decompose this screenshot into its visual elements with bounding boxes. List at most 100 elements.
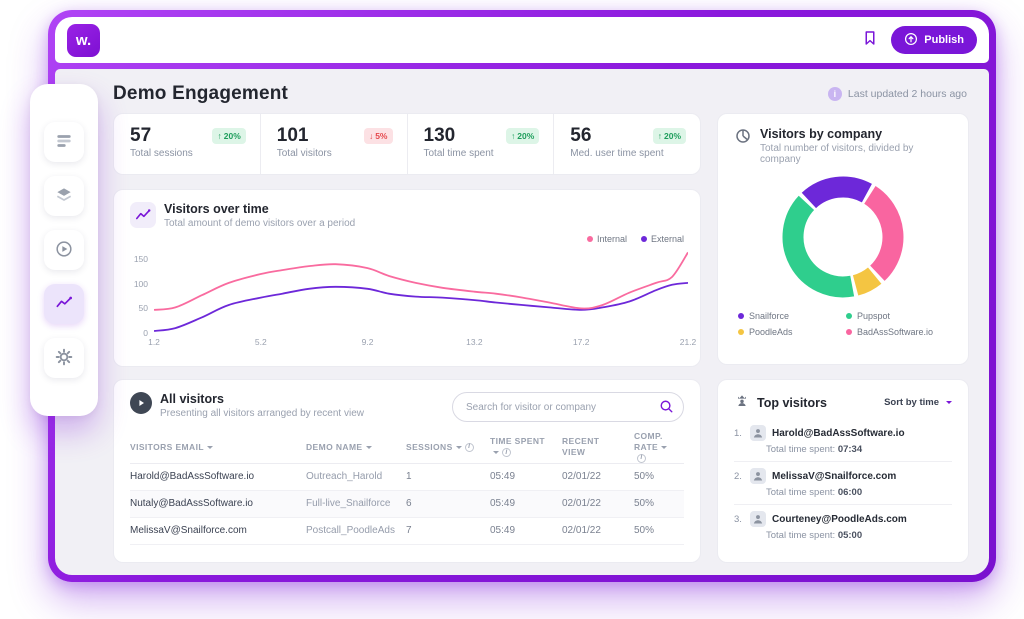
donut-slice-pupspot: [782, 195, 855, 298]
list-icon: [54, 131, 74, 154]
app-window: w. Publish Demo Engagement i: [48, 10, 996, 582]
y-axis-tick: 100: [133, 278, 148, 289]
col-comp-rate[interactable]: Comp. ratei: [634, 431, 686, 463]
stat-delta-badge: ↑ 20%: [505, 128, 540, 144]
stat-med-user-time: 56 ↑ 20% Med. user time spent: [553, 114, 700, 174]
company-legend: Snailforce Pupspot PoodleAds BadAssSoftw…: [734, 311, 952, 337]
sidebar: [30, 84, 98, 416]
sort-by-time-dropdown[interactable]: Sort by time: [884, 397, 952, 408]
x-axis-tick: 21.2: [679, 337, 697, 347]
visitors-over-time-card: Visitors over time Total amount of demo …: [113, 189, 701, 367]
sidebar-item-analytics[interactable]: [44, 284, 84, 324]
search-input[interactable]: [452, 392, 684, 422]
dashboard-content: Demo Engagement i Last updated 2 hours a…: [55, 69, 989, 575]
top-visitor-row[interactable]: 2. MelissaV@Snailforce.com Total time sp…: [734, 462, 952, 505]
legend-item-internal: Internal: [586, 234, 627, 244]
stat-total-time-spent: 130 ↑ 20% Total time spent: [406, 114, 554, 174]
stat-label: Total time spent: [423, 148, 494, 159]
publish-button[interactable]: Publish: [891, 26, 977, 54]
sidebar-item-demos[interactable]: [44, 122, 84, 162]
legend-dot-internal: [586, 236, 593, 242]
series-internal: [153, 251, 689, 311]
card-subtitle: Presenting all visitors arranged by rece…: [160, 408, 364, 419]
donut-slice-snailforce: [801, 176, 872, 209]
col-visitors-email[interactable]: Visitors email: [130, 442, 306, 453]
publish-icon: [904, 32, 918, 49]
col-sessions[interactable]: Sessions i: [406, 442, 490, 453]
stat-value: 57: [130, 125, 152, 146]
app-logo[interactable]: w.: [67, 23, 100, 57]
legend-dot: [846, 329, 852, 335]
stat-total-visitors: 101 ↓ 5% Total visitors: [259, 114, 407, 174]
card-title: Visitors by company: [760, 127, 883, 141]
all-visitors-card: All visitors Presenting all visitors arr…: [113, 379, 701, 563]
chart-legend: Internal External: [586, 234, 684, 244]
table-header-row: Visitors email Demo name Sessions i Time …: [130, 431, 684, 464]
top-visitor-row[interactable]: 1. Harold@BadAssSoftware.io Total time s…: [734, 419, 952, 462]
chart-icon: [54, 293, 74, 316]
visitors-table: Visitors email Demo name Sessions i Time …: [130, 431, 684, 545]
legend-dot: [738, 313, 744, 319]
series-external: [153, 282, 689, 332]
table-row[interactable]: MelissaV@Snailforce.com Postcall_PoodleA…: [130, 518, 684, 545]
y-axis-tick: 150: [133, 254, 148, 265]
legend-item: BadAssSoftware.io: [846, 327, 948, 337]
publish-label: Publish: [924, 34, 964, 46]
page-header: Demo Engagement i Last updated 2 hours a…: [113, 83, 967, 105]
bookmark-icon[interactable]: [861, 29, 879, 52]
avatar: [750, 425, 766, 441]
x-axis-tick: 13.2: [466, 337, 483, 347]
last-updated-text: Last updated 2 hours ago: [847, 88, 967, 100]
top-visitor-row[interactable]: 3. Courteney@PoodleAds.com Total time sp…: [734, 505, 952, 547]
stat-value: 130: [423, 125, 456, 146]
y-axis-tick: 50: [138, 303, 148, 314]
stats-card: 57 ↑ 20% Total sessions 101 ↓ 5% Total vis…: [113, 113, 701, 175]
stat-label: Total visitors: [276, 148, 332, 159]
card-subtitle: Total number of visitors, divided by com…: [760, 143, 914, 165]
stat-label: Total sessions: [130, 148, 193, 159]
donut-chart: [734, 171, 952, 303]
donut-slice-poodleads: [852, 267, 882, 296]
table-row[interactable]: Nutaly@BadAssSoftware.io Full-live_Snail…: [130, 490, 684, 518]
line-chart-icon: [130, 202, 156, 228]
stat-delta-badge: ↑ 20%: [212, 128, 246, 144]
layers-icon: [54, 185, 74, 208]
logo-text: w.: [75, 31, 92, 49]
stat-total-sessions: 57 ↑ 20% Total sessions: [114, 114, 260, 174]
sidebar-item-settings[interactable]: [44, 338, 84, 378]
search-icon[interactable]: [659, 399, 674, 419]
crown-person-icon: [734, 392, 750, 413]
x-axis-labels: 1.2 5.2 9.2 13.2 17.2 21.2: [148, 337, 696, 349]
card-title: Visitors over time: [164, 202, 269, 216]
x-axis-tick: 5.2: [254, 337, 267, 347]
legend-item-external: External: [640, 234, 684, 244]
legend-dot: [846, 313, 852, 319]
table-row[interactable]: Harold@BadAssSoftware.io Outreach_Harold…: [130, 464, 684, 491]
card-subtitle: Total amount of demo visitors over a per…: [164, 218, 356, 229]
x-axis-tick: 17.2: [572, 337, 590, 347]
legend-dot: [738, 329, 744, 335]
col-demo-name[interactable]: Demo name: [306, 442, 406, 453]
gear-icon: [54, 347, 74, 370]
x-axis-tick: 9.2: [361, 337, 374, 347]
donut-slice-badasssoftware-io: [863, 186, 904, 281]
x-axis-tick: 1.2: [148, 337, 160, 347]
legend-dot-external: [640, 236, 647, 242]
sidebar-item-library[interactable]: [44, 176, 84, 216]
sidebar-item-player[interactable]: [44, 230, 84, 270]
col-time-spent[interactable]: Time spenti: [490, 436, 546, 458]
legend-item: PoodleAds: [738, 327, 840, 337]
page-title: Demo Engagement: [113, 83, 289, 104]
card-title: Top visitors: [757, 395, 827, 410]
stat-label: Med. user time spent: [570, 148, 664, 159]
play-icon: [130, 392, 152, 414]
stat-value: 101: [276, 125, 309, 146]
info-icon[interactable]: i: [827, 87, 842, 101]
line-chart-plot: [153, 246, 689, 332]
top-visitors-card: Top visitors Sort by time 1. Harold@BadA…: [717, 379, 969, 563]
card-title: All visitors: [160, 392, 224, 406]
col-recent-view[interactable]: Recent view: [562, 436, 600, 457]
play-circle-icon: [54, 239, 74, 262]
last-updated: i Last updated 2 hours ago: [827, 87, 967, 101]
y-axis-tick: 0: [143, 328, 148, 338]
